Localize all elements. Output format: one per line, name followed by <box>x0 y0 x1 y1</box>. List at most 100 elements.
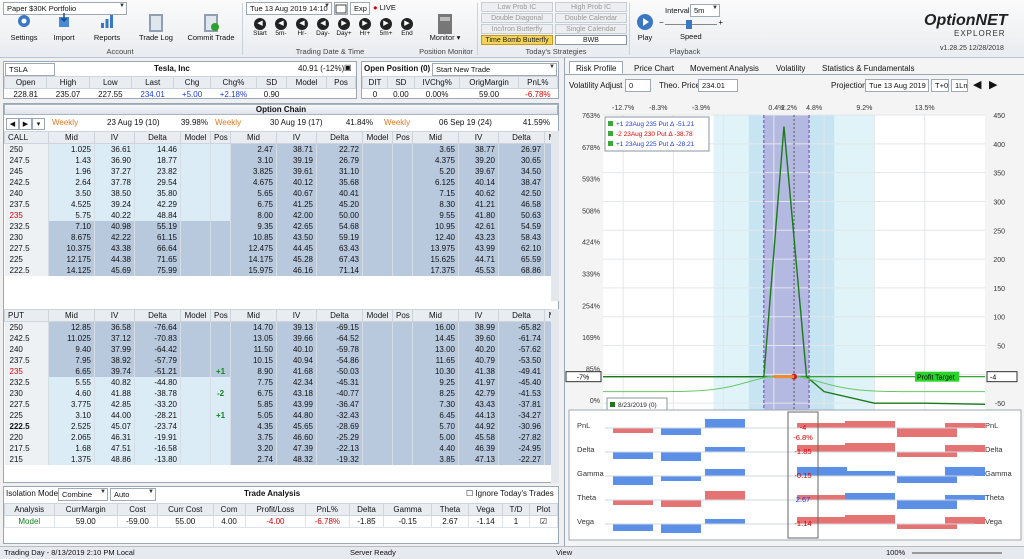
pos-cell[interactable] <box>210 377 231 388</box>
chain-row[interactable]: 240 9.40 37.99 -64.42 11.50 40.10 -59.78 13.00 4… <box>4 344 551 355</box>
pos-cell[interactable]: -2 <box>210 388 231 399</box>
chain-row[interactable]: 227.5 10.375 43.38 66.64 12.475 44.45 63.43 13.… <box>4 243 551 254</box>
expiry-header[interactable]: Weekly 30 Aug 19 (17) 41.84% <box>215 118 377 127</box>
mid-cell[interactable]: 1.375 <box>48 454 95 465</box>
nav-start-button[interactable]: ◀ Start <box>253 18 267 37</box>
strategy-single-calendar[interactable]: Single Calendar <box>555 24 627 34</box>
pos-cell[interactable] <box>210 199 231 210</box>
pos-cell[interactable] <box>210 443 231 454</box>
pos-cell[interactable] <box>392 366 413 377</box>
mid-cell[interactable]: 3.775 <box>48 399 95 410</box>
leg-checkbox[interactable] <box>608 131 613 136</box>
chain-row[interactable]: 222.5 14.125 45.69 75.99 15.975 46.16 71.14 17.… <box>4 265 551 276</box>
view-menu[interactable]: View <box>556 548 573 557</box>
mid-cell[interactable]: 13.975 <box>412 243 459 254</box>
chain-row[interactable]: 230 4.60 41.88 -38.78 -2 6.75 43.18 -40.77 8.25 4… <box>4 388 551 399</box>
pos-cell[interactable] <box>392 377 413 388</box>
pos-cell[interactable] <box>210 254 231 265</box>
calendar-button[interactable] <box>334 2 348 15</box>
chain-row[interactable]: 235 6.65 39.74 -51.21 +1 8.90 41.68 -50.03 10.30… <box>4 366 551 377</box>
expiry-nav-button[interactable]: ◀ <box>6 118 19 130</box>
auto-select[interactable]: Auto ▼ <box>110 488 156 501</box>
interval-select[interactable]: 5m ▼ <box>690 4 720 17</box>
mid-cell[interactable]: 10.375 <box>48 243 95 254</box>
mid-cell[interactable]: 15.625 <box>412 254 459 265</box>
mid-cell[interactable]: 5.85 <box>230 399 277 410</box>
settings-button[interactable]: Settings <box>6 13 42 42</box>
mid-cell[interactable]: 3.85 <box>412 454 459 465</box>
nav-5m-button[interactable]: ◀ 5m- <box>275 18 287 37</box>
theo-price-input[interactable]: 234.01 <box>698 79 738 92</box>
risk-profile-chart[interactable]: 450400350300250200150100500-50-100763%67… <box>565 95 1024 450</box>
pos-cell[interactable] <box>392 432 413 443</box>
mid-cell[interactable]: 8.675 <box>48 232 95 243</box>
mid-cell[interactable]: 8.25 <box>412 388 459 399</box>
zoom-slider[interactable] <box>912 552 1002 554</box>
play-button[interactable]: Play <box>633 13 657 42</box>
pos-cell[interactable] <box>210 321 231 333</box>
mid-cell[interactable]: 7.95 <box>48 355 95 366</box>
window-buttons-icon[interactable]: ▣ <box>344 63 352 72</box>
mid-cell[interactable]: 11.025 <box>48 333 95 344</box>
strategy-double-calendar[interactable]: Double Calendar <box>555 13 627 23</box>
pos-cell[interactable] <box>392 355 413 366</box>
mid-cell[interactable]: 6.125 <box>412 177 459 188</box>
pos-cell[interactable] <box>392 321 413 333</box>
mid-cell[interactable]: 12.175 <box>48 254 95 265</box>
nav-day-button[interactable]: ◀ Day- <box>316 18 330 37</box>
expiry-header[interactable]: Weekly 23 Aug 19 (10) 39.98% <box>52 118 212 127</box>
pos-cell[interactable]: +1 <box>210 410 231 421</box>
mid-cell[interactable]: 3.50 <box>48 188 95 199</box>
mid-cell[interactable]: 13.05 <box>230 333 277 344</box>
mid-cell[interactable]: 2.64 <box>48 177 95 188</box>
strategy-time-bomb-butterfly[interactable]: Time Bomb Butterfly <box>481 35 553 45</box>
mid-cell[interactable]: 6.75 <box>230 199 277 210</box>
mid-cell[interactable]: 5.20 <box>412 166 459 177</box>
mid-cell[interactable]: 9.35 <box>230 221 277 232</box>
chain-row[interactable]: 220 2.065 46.31 -19.91 3.75 46.60 -25.29 5.00 45… <box>4 432 551 443</box>
chain-row[interactable]: 222.5 2.525 45.07 -23.74 4.35 45.65 -28.69 5.70… <box>4 421 551 432</box>
ignore-trades-checkbox[interactable]: ☐ Ignore Today's Trades <box>466 489 554 498</box>
mid-cell[interactable]: 1.96 <box>48 166 95 177</box>
chain-row[interactable]: 240 3.50 38.50 35.80 5.65 40.67 40.41 7.15 40.62… <box>4 188 551 199</box>
monitor-button[interactable]: Monitor ▾ <box>428 13 462 42</box>
chain-row[interactable]: 235 5.75 40.22 48.84 8.00 42.00 50.00 9.55 41.80… <box>4 210 551 221</box>
mid-cell[interactable]: 10.30 <box>412 366 459 377</box>
mid-cell[interactable]: 2.525 <box>48 421 95 432</box>
mid-cell[interactable]: 6.45 <box>412 410 459 421</box>
mid-cell[interactable]: 5.05 <box>230 410 277 421</box>
chain-row[interactable]: 237.5 4.525 39.24 42.29 6.75 41.25 45.20 8.30 41… <box>4 199 551 210</box>
pos-cell[interactable] <box>210 421 231 432</box>
isolation-mode-select[interactable]: Combine ▼ <box>58 488 108 501</box>
mid-cell[interactable]: 3.20 <box>230 443 277 454</box>
mid-cell[interactable]: 4.60 <box>48 388 95 399</box>
pos-cell[interactable] <box>210 188 231 199</box>
mid-cell[interactable]: 5.55 <box>48 377 95 388</box>
pos-cell[interactable] <box>210 454 231 465</box>
mid-cell[interactable]: 3.10 <box>48 410 95 421</box>
pos-cell[interactable] <box>392 155 413 166</box>
pos-cell[interactable] <box>210 243 231 254</box>
pos-cell[interactable] <box>210 210 231 221</box>
chain-row[interactable]: 247.5 1.43 36.90 18.77 3.10 39.19 26.79 4.375 39… <box>4 155 551 166</box>
leg-checkbox[interactable] <box>608 141 613 146</box>
mid-cell[interactable]: 2.47 <box>230 143 277 155</box>
pos-cell[interactable]: +1 <box>210 366 231 377</box>
tab-movement-analysis[interactable]: Movement Analysis <box>690 64 759 73</box>
mid-cell[interactable]: 5.70 <box>412 421 459 432</box>
pos-cell[interactable] <box>210 143 231 155</box>
pos-cell[interactable] <box>210 177 231 188</box>
mid-cell[interactable]: 3.825 <box>230 166 277 177</box>
date-checkbox[interactable] <box>610 402 615 407</box>
pos-cell[interactable] <box>210 155 231 166</box>
mid-cell[interactable]: 14.175 <box>230 254 277 265</box>
mid-cell[interactable]: 7.10 <box>48 221 95 232</box>
tab-statistics-fundamentals[interactable]: Statistics & Fundamentals <box>822 64 915 73</box>
strategy-bwb[interactable]: BWB <box>555 35 627 45</box>
chain-row[interactable]: 227.5 3.775 42.85 -33.20 5.85 43.99 -36.47 7.30… <box>4 399 551 410</box>
strategy-low-prob-ic[interactable]: Low Prob IC <box>481 2 553 12</box>
expiry-nav-button[interactable]: ▾ <box>32 118 45 130</box>
prev-arrow-icon[interactable]: ◀ <box>973 79 982 91</box>
tab-risk-profile[interactable]: Risk Profile <box>569 61 624 74</box>
pos-cell[interactable] <box>210 265 231 276</box>
